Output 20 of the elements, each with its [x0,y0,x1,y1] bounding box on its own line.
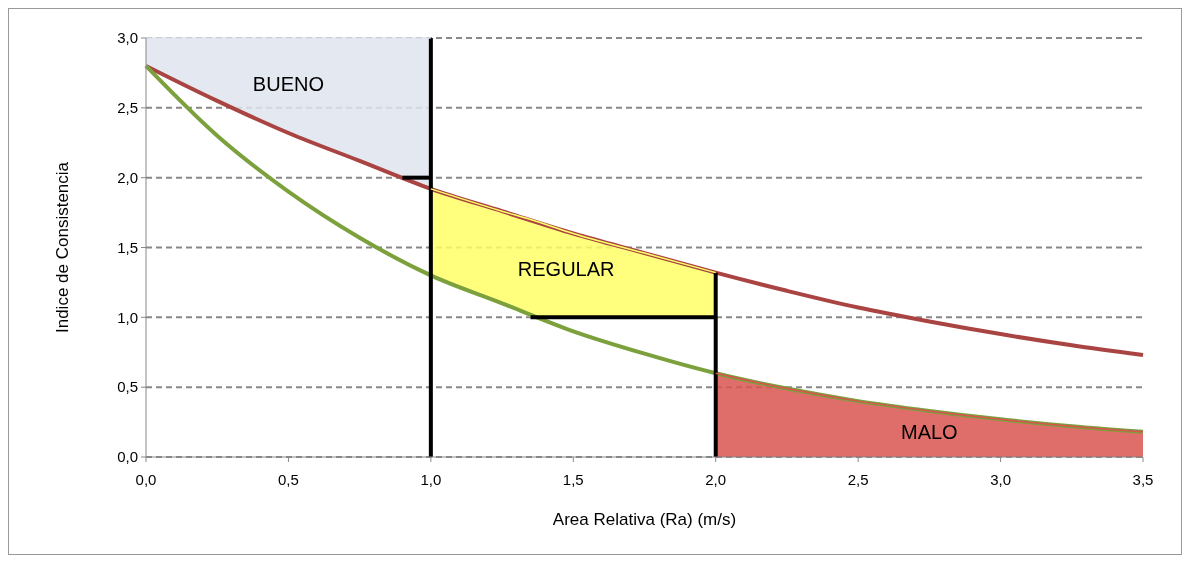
y-tick-label: 2,0 [117,168,138,186]
x-tick-label: 2,0 [705,471,727,488]
x-tick-label: 3,5 [1132,471,1154,488]
y-axis-title: Indice de Consistencia [53,161,72,334]
x-tick-label: 1,0 [420,471,442,488]
series-label: BUENO [252,72,324,95]
y-tick-label: 1,5 [117,238,138,256]
y-tick-label: 3,0 [117,29,138,47]
x-tick-label: 3,0 [990,471,1011,488]
y-tick-label: 0,0 [117,448,138,466]
x-axis-title: Area Relativa (Ra) (m/s) [552,510,737,529]
y-tick-label: 0,5 [117,378,138,396]
series-label: MALO [901,421,958,444]
y-tick-label: 2,5 [117,99,138,117]
x-tick-label: 0,0 [135,471,157,488]
y-tick-label: 1,0 [117,308,138,326]
x-tick-label: 1,5 [562,471,584,488]
x-tick-label: 0,5 [278,471,299,488]
x-tick-label: 2,5 [847,471,869,488]
series-label: REGULAR [517,257,615,280]
